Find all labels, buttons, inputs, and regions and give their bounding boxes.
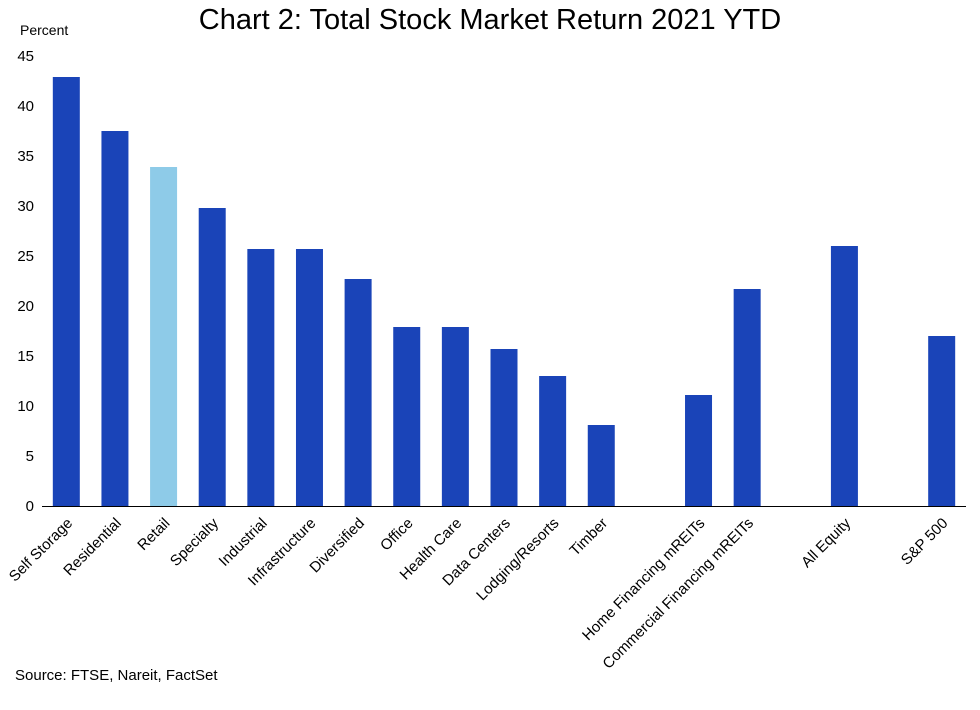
y-tick-label: 5 bbox=[26, 448, 34, 465]
y-tick-label: 30 bbox=[17, 198, 34, 215]
x-tick-label: Office bbox=[377, 515, 417, 555]
bar-infrastructure bbox=[295, 249, 323, 506]
bar-industrial bbox=[247, 249, 275, 506]
bar-commercial-financing-mreits bbox=[733, 289, 761, 506]
x-tick-label: S&P 500 bbox=[898, 515, 952, 569]
source-note: Source: FTSE, Nareit, FactSet bbox=[15, 667, 218, 684]
chart-title: Chart 2: Total Stock Market Return 2021 … bbox=[198, 4, 782, 36]
bar-all-equity bbox=[830, 246, 858, 506]
x-tick-label: Timber bbox=[566, 515, 611, 560]
x-tick-label: All Equity bbox=[798, 514, 855, 571]
y-tick-label: 35 bbox=[17, 148, 34, 165]
x-tick-label: Lodging/Resorts bbox=[473, 515, 562, 604]
bar-health-care bbox=[441, 327, 469, 506]
x-tick-label: Self Storage bbox=[6, 515, 76, 585]
bar-specialty bbox=[198, 208, 226, 506]
bar-data-centers bbox=[490, 349, 518, 506]
y-tick-label: 0 bbox=[26, 498, 34, 515]
bar-self-storage bbox=[52, 77, 80, 506]
x-tick-label: Specialty bbox=[167, 514, 222, 569]
y-tick-label: 40 bbox=[17, 98, 34, 115]
bar-timber bbox=[587, 425, 615, 506]
x-tick-label: Retail bbox=[134, 515, 173, 554]
y-axis-ticks: 0 5 10 15 20 25 30 35 40 45 bbox=[17, 48, 34, 515]
y-tick-label: 25 bbox=[17, 248, 34, 265]
bar-retail bbox=[150, 167, 178, 506]
y-axis-label: Percent bbox=[20, 22, 69, 38]
bar-diversified bbox=[344, 279, 372, 506]
y-tick-label: 10 bbox=[17, 398, 34, 415]
bar-home-financing-mreits bbox=[685, 395, 713, 506]
y-tick-label: 20 bbox=[17, 298, 34, 315]
bar-s-p-500 bbox=[928, 336, 956, 506]
bar-office bbox=[393, 327, 421, 506]
bar-lodging-resorts bbox=[539, 376, 567, 506]
y-tick-label: 45 bbox=[17, 48, 34, 65]
bar-residential bbox=[101, 131, 129, 506]
y-tick-label: 15 bbox=[17, 348, 34, 365]
bars bbox=[52, 77, 956, 506]
